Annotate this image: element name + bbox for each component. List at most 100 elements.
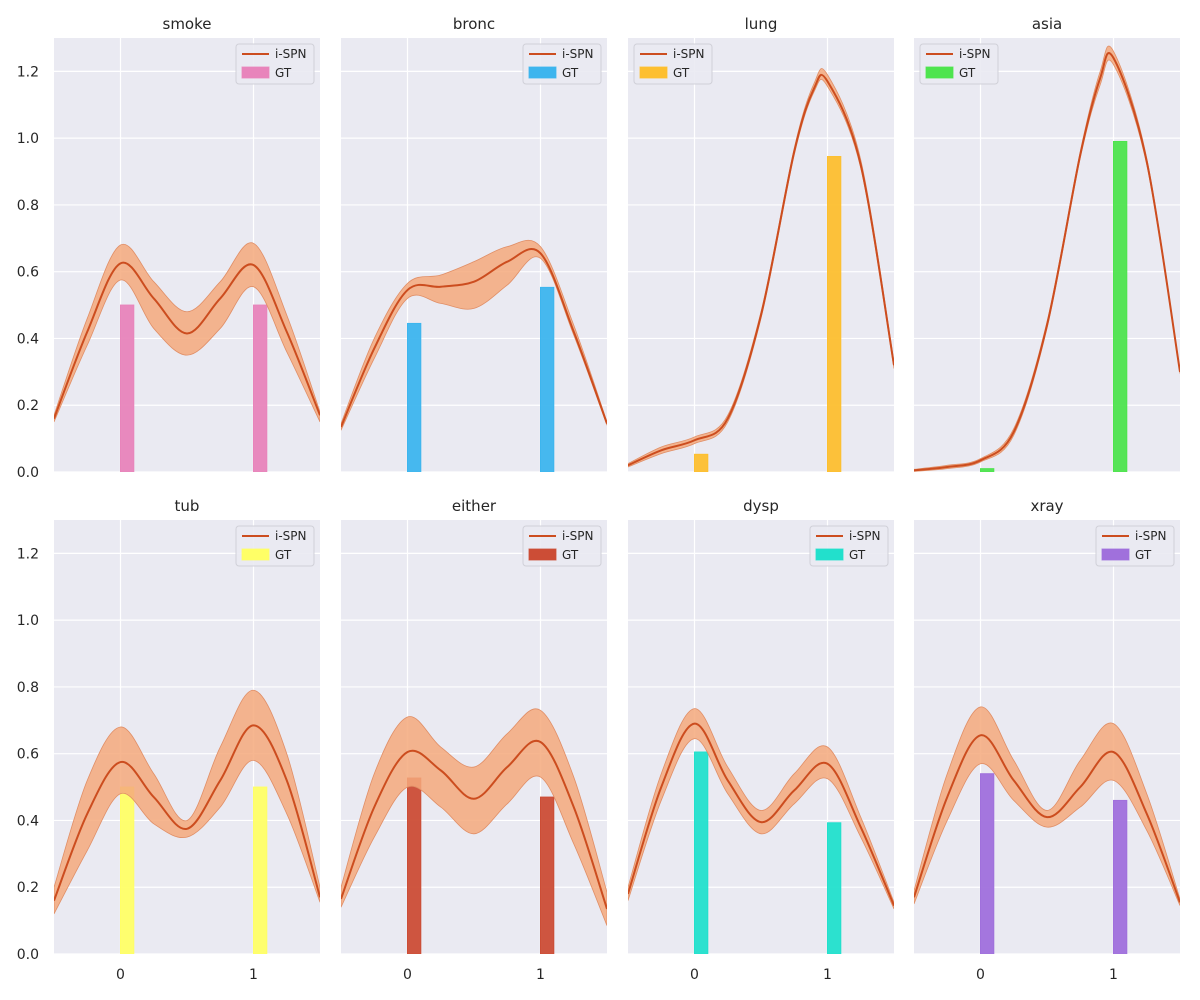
panel-title: dysp	[743, 497, 779, 515]
plot-area	[628, 68, 894, 472]
plot-area	[54, 242, 320, 472]
gt-bar-0	[694, 751, 709, 954]
legend-label-ispn: i-SPN	[673, 47, 705, 61]
y-tick-label: 0.4	[17, 331, 39, 347]
gt-bar-0	[980, 773, 995, 954]
ispn-uncertainty-band	[341, 708, 607, 926]
y-tick-label: 1.2	[17, 546, 39, 562]
legend: i-SPN GT	[235, 525, 315, 567]
legend: i-SPN GT	[919, 43, 999, 85]
y-tick-label: 0.2	[17, 880, 39, 896]
legend: i-SPN GT	[522, 525, 602, 567]
panel-background	[54, 38, 320, 472]
y-tick-label: 0.0	[17, 465, 39, 481]
panel-either: either 0 1 i-SPN GT	[341, 497, 607, 983]
x-tick-label: 1	[823, 967, 832, 983]
panel-title: smoke	[163, 15, 212, 33]
ispn-mean-line	[341, 739, 607, 910]
gt-bar-1	[540, 286, 555, 472]
ispn-mean-line	[914, 734, 1180, 903]
legend-label-ispn: i-SPN	[562, 47, 594, 61]
y-tick-label: 0.8	[17, 198, 39, 214]
panel-background	[341, 38, 607, 472]
gt-bar-1	[827, 822, 842, 954]
panel-title: bronc	[453, 15, 495, 33]
legend-patch-swatch	[528, 548, 557, 561]
panel-smoke: smoke 0.0 0.2 0.4 0.6 0.8 1.0 1.2 i-SPN GT	[17, 15, 320, 481]
ispn-mean-line	[54, 724, 320, 901]
x-tick-label: 1	[1109, 967, 1118, 983]
gt-bar-1	[540, 796, 555, 954]
panel-lung: lung i-SPN GT	[628, 15, 894, 473]
y-tick-label: 0.2	[17, 398, 39, 414]
legend-patch-swatch	[1101, 548, 1130, 561]
gt-bar-1	[827, 156, 842, 472]
x-tick-label: 0	[116, 967, 125, 983]
ispn-uncertainty-band	[628, 708, 894, 910]
legend-label-gt: GT	[562, 66, 579, 80]
panel-background	[341, 520, 607, 954]
plot-area	[341, 708, 607, 954]
gt-bar-1	[1113, 799, 1128, 954]
x-tick-label: 0	[403, 967, 412, 983]
plot-area	[914, 706, 1180, 954]
gt-bar-0	[120, 786, 135, 954]
panel-asia: asia i-SPN GT	[914, 15, 1180, 473]
panel-background	[914, 520, 1180, 954]
legend-label-gt: GT	[959, 66, 976, 80]
panel-dysp: dysp 0 1 i-SPN GT	[628, 497, 894, 983]
panel-background	[628, 38, 894, 472]
ispn-uncertainty-band	[914, 706, 1180, 906]
legend-patch-swatch	[925, 66, 954, 79]
x-tick-label: 0	[976, 967, 985, 983]
legend-label-ispn: i-SPN	[959, 47, 991, 61]
legend-label-gt: GT	[673, 66, 690, 80]
ispn-uncertainty-band	[341, 239, 607, 431]
x-tick-label: 0	[690, 967, 699, 983]
gt-bar-1	[253, 304, 268, 472]
legend-label-gt: GT	[1135, 548, 1152, 562]
y-tick-label: 0.4	[17, 813, 39, 829]
gt-bar-0	[407, 777, 422, 954]
legend-label-ispn: i-SPN	[849, 529, 881, 543]
gt-bar-0	[980, 468, 995, 472]
panel-title: asia	[1032, 15, 1062, 33]
legend-patch-swatch	[639, 66, 668, 79]
gt-bar-0	[407, 322, 422, 472]
legend-label-ispn: i-SPN	[562, 529, 594, 543]
y-tick-label: 0.0	[17, 947, 39, 963]
ispn-mean-line	[54, 261, 320, 419]
legend-patch-swatch	[528, 66, 557, 79]
legend-patch-swatch	[241, 66, 270, 79]
y-tick-label: 0.8	[17, 680, 39, 696]
ispn-mean-line	[914, 52, 1180, 472]
legend-patch-swatch	[241, 548, 270, 561]
plot-area	[914, 45, 1180, 472]
legend-label-gt: GT	[849, 548, 866, 562]
legend: i-SPN GT	[522, 43, 602, 85]
y-tick-label: 0.6	[17, 265, 39, 281]
legend-label-gt: GT	[275, 548, 292, 562]
y-tick-label: 0.6	[17, 747, 39, 763]
ispn-uncertainty-band	[54, 242, 320, 423]
legend-label-gt: GT	[275, 66, 292, 80]
panel-background	[914, 38, 1180, 472]
panel-title: xray	[1030, 497, 1063, 515]
plot-area	[54, 689, 320, 954]
y-tick-label: 1.2	[17, 64, 39, 80]
ispn-mean-line	[628, 73, 894, 467]
panel-bronc: bronc i-SPN GT	[341, 15, 607, 473]
x-tick-label: 1	[536, 967, 545, 983]
gt-bar-0	[120, 304, 135, 472]
gt-bar-1	[1113, 140, 1128, 472]
legend-label-ispn: i-SPN	[275, 529, 307, 543]
y-tick-label: 1.0	[17, 131, 39, 147]
ispn-mean-line	[341, 248, 607, 428]
panel-title: tub	[175, 497, 200, 515]
legend-patch-swatch	[815, 548, 844, 561]
y-tick-label: 1.0	[17, 613, 39, 629]
legend-label-ispn: i-SPN	[275, 47, 307, 61]
legend-label-ispn: i-SPN	[1135, 529, 1167, 543]
legend-label-gt: GT	[562, 548, 579, 562]
